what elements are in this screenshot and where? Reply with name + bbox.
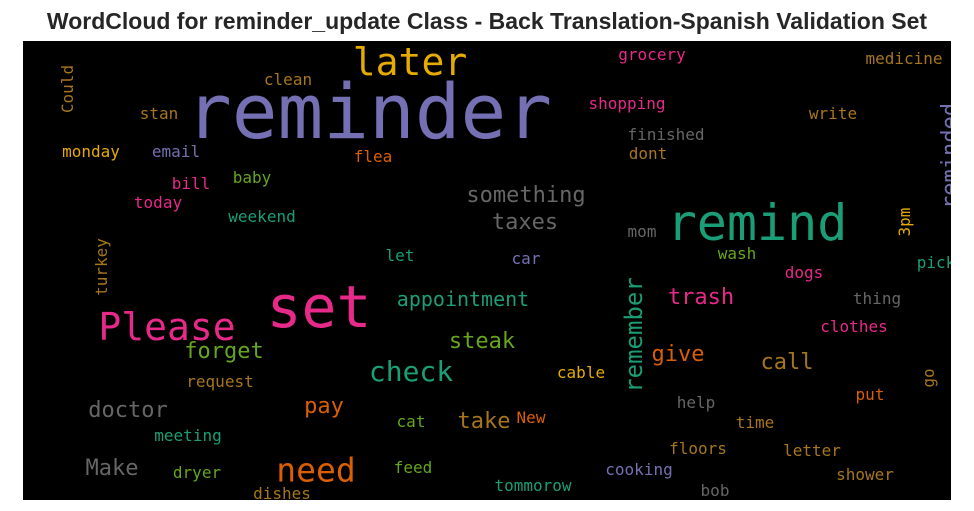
word-dryer: dryer <box>172 463 222 482</box>
word-request: request <box>186 372 254 391</box>
word-mom: mom <box>627 222 657 241</box>
word-floors: floors <box>669 439 727 458</box>
word-feed: feed <box>393 458 433 477</box>
word-call: call <box>760 350 814 375</box>
word-medicine: medicine <box>865 49 943 68</box>
word-letter: letter <box>783 441 841 460</box>
word-today: today <box>133 193 183 212</box>
word-time: time <box>735 413 775 432</box>
word-cable: cable <box>556 363 606 382</box>
word-dogs: dogs <box>784 263 824 282</box>
word-stan: stan <box>139 104 179 123</box>
word-wash: wash <box>717 244 757 263</box>
word-dont: dont <box>628 144 668 163</box>
word-steak: steak <box>448 329 516 354</box>
word-forget: forget <box>184 339 264 364</box>
word-finished: finished <box>627 125 705 144</box>
word-weekend: weekend <box>228 207 296 226</box>
wordcloud-canvas: reminder set remind Please later check need rem… <box>23 41 951 500</box>
word-could: Could <box>58 64 77 114</box>
word-email: email <box>151 142 201 161</box>
chart-title: WordCloud for reminder_update Class - Ba… <box>46 8 928 34</box>
word-shopping: shopping <box>588 94 666 113</box>
word-something: something <box>466 183 586 208</box>
word-go: go <box>919 368 938 388</box>
word-doctor: doctor <box>88 398 168 423</box>
word-please: Please <box>98 305 236 349</box>
word-clothes: clothes <box>820 317 888 336</box>
word-pick: pick <box>916 253 951 272</box>
word-cooking: cooking <box>605 460 673 479</box>
word-reminder: reminder <box>185 67 553 156</box>
word-remind: remind <box>666 194 848 252</box>
word-tommorow: tommorow <box>494 476 572 495</box>
word-turkey: turkey <box>92 238 111 296</box>
word-clean: clean <box>263 70 313 89</box>
word-help: help <box>676 393 716 412</box>
word-let: let <box>385 246 415 265</box>
word-write: write <box>808 104 858 123</box>
word-cat: cat <box>396 412 426 431</box>
word-put: put <box>855 385 885 404</box>
word-appointment: appointment <box>396 287 530 311</box>
word-meeting: meeting <box>154 426 222 445</box>
word-remember: remember <box>620 277 648 393</box>
word-need: need <box>276 450 356 490</box>
word-bill: bill <box>171 174 211 193</box>
word-3pm: 3pm <box>895 207 914 237</box>
word-later: later <box>352 41 468 84</box>
word-shower: shower <box>836 465 894 484</box>
word-pay: pay <box>304 394 344 419</box>
word-new: New <box>516 408 546 427</box>
word-grocery: grocery <box>618 45 686 64</box>
word-give: give <box>651 342 705 367</box>
word-baby: baby <box>232 168 272 187</box>
word-check: check <box>368 355 454 388</box>
word-take: take <box>457 409 511 434</box>
word-taxes: taxes <box>491 210 559 235</box>
word-set: set <box>266 273 372 341</box>
word-reminded: reminded <box>938 103 951 209</box>
word-monday: monday <box>62 142 120 161</box>
word-flea: flea <box>353 147 393 166</box>
word-thing: thing <box>852 289 902 308</box>
word-car: car <box>511 249 541 268</box>
word-trash: trash <box>667 285 735 310</box>
word-make: Make <box>85 456 139 481</box>
word-bob: bob <box>700 481 730 500</box>
word-dishes: dishes <box>253 484 311 501</box>
